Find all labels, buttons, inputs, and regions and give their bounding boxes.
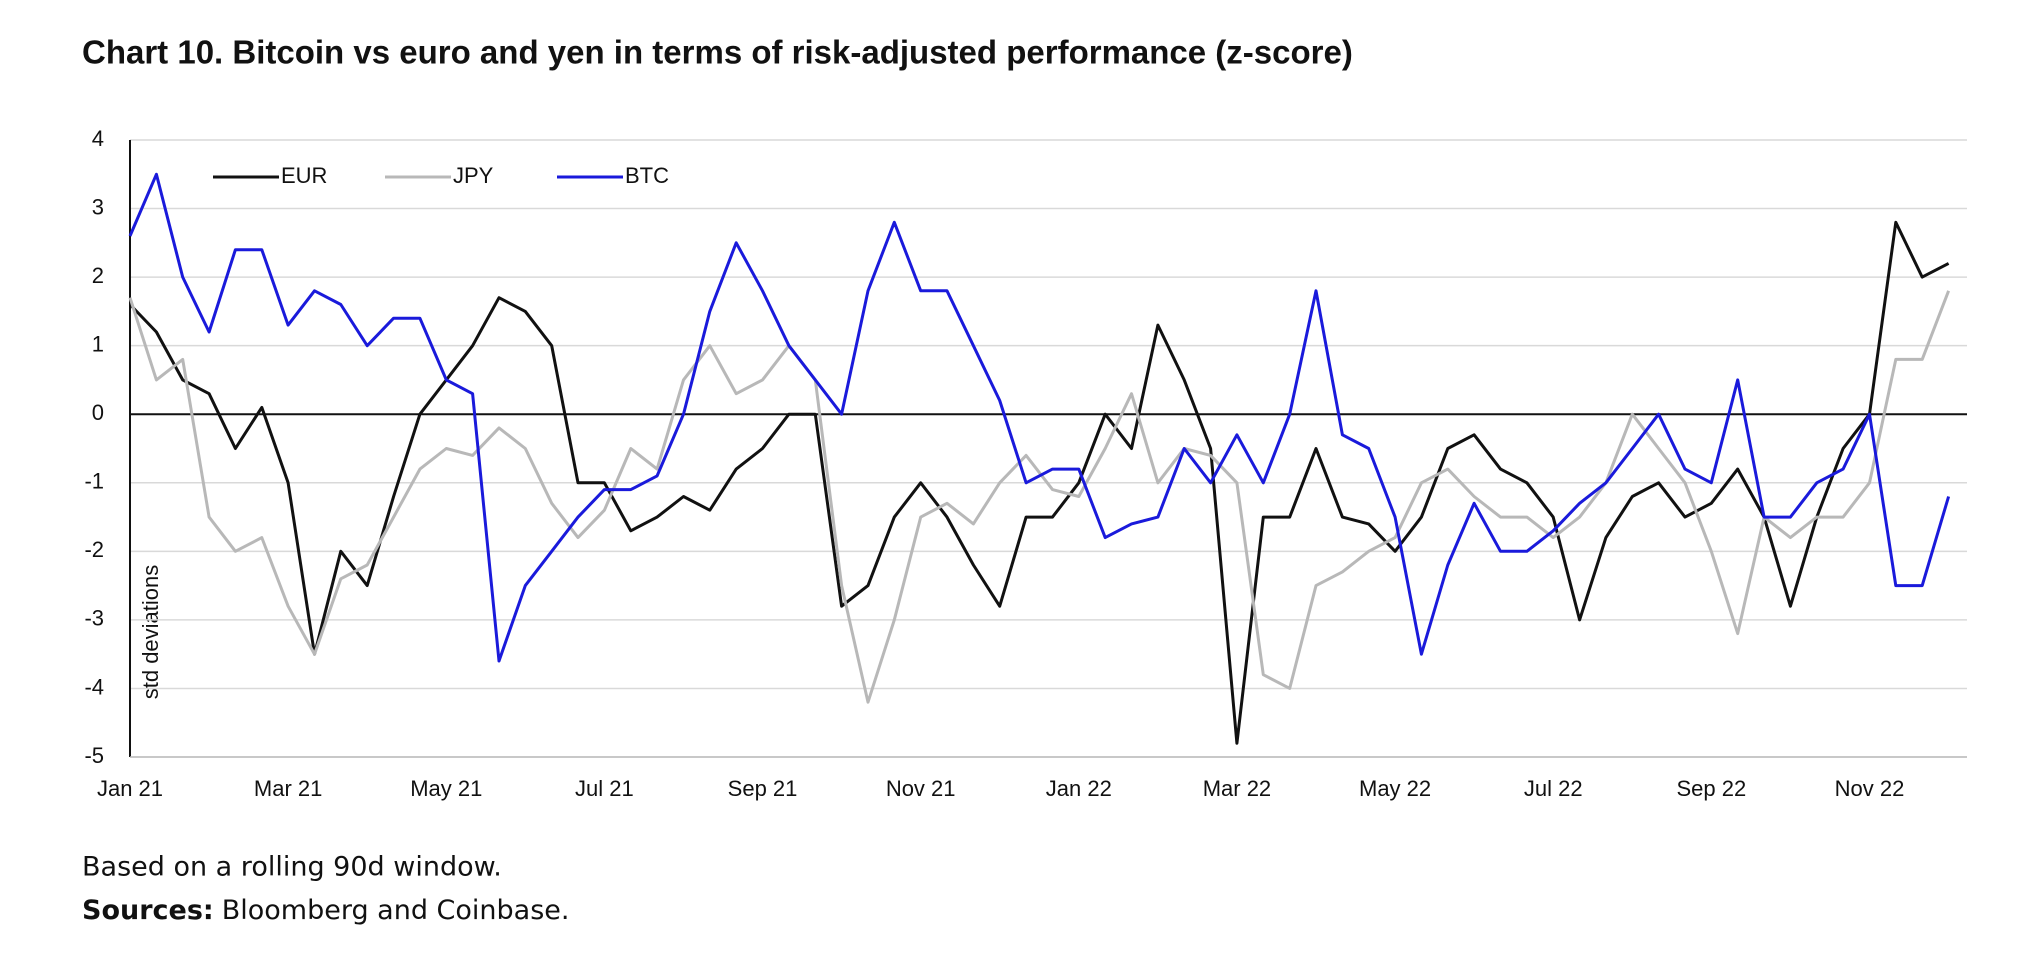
y-tick-label: -2 bbox=[84, 537, 104, 562]
x-tick-label: Jan 21 bbox=[97, 776, 163, 801]
x-tick-label: Sep 22 bbox=[1676, 776, 1746, 801]
x-tick-label: May 22 bbox=[1359, 776, 1431, 801]
x-tick-label: Mar 21 bbox=[254, 776, 322, 801]
y-tick-label: 1 bbox=[92, 331, 104, 356]
legend-label: BTC bbox=[625, 163, 669, 188]
x-tick-label: Jan 22 bbox=[1046, 776, 1112, 801]
x-tick-label: Jul 22 bbox=[1524, 776, 1583, 801]
y-tick-label: 0 bbox=[92, 400, 104, 425]
source-text: Bloomberg and Coinbase. bbox=[222, 895, 570, 926]
legend-label: EUR bbox=[281, 163, 327, 188]
y-axis-label: std deviations bbox=[138, 565, 163, 700]
series-line bbox=[128, 290, 1950, 704]
y-tick-label: 3 bbox=[92, 194, 104, 219]
y-tick-label: 4 bbox=[92, 126, 104, 151]
x-tick-label: Nov 22 bbox=[1835, 776, 1905, 801]
footnote: Based on a rolling 90d window. bbox=[82, 852, 502, 883]
y-tick-label: -3 bbox=[84, 606, 104, 631]
x-tick-label: Sep 21 bbox=[728, 776, 798, 801]
series-line bbox=[128, 220, 1950, 745]
x-tick-label: Mar 22 bbox=[1203, 776, 1271, 801]
source: Sources: Bloomberg and Coinbase. bbox=[82, 895, 570, 926]
series-line bbox=[128, 172, 1951, 663]
source-label: Sources: bbox=[82, 895, 214, 926]
y-tick-label: -1 bbox=[84, 469, 104, 494]
x-tick-label: Nov 21 bbox=[886, 776, 956, 801]
x-tick-label: Jul 21 bbox=[575, 776, 634, 801]
chart-title: Chart 10. Bitcoin vs euro and yen in ter… bbox=[82, 34, 1353, 71]
x-tick-label: May 21 bbox=[410, 776, 482, 801]
y-tick-label: 2 bbox=[92, 263, 104, 288]
y-tick-label: -4 bbox=[84, 674, 104, 699]
legend-label: JPY bbox=[453, 163, 494, 188]
y-tick-label: -5 bbox=[84, 743, 104, 768]
